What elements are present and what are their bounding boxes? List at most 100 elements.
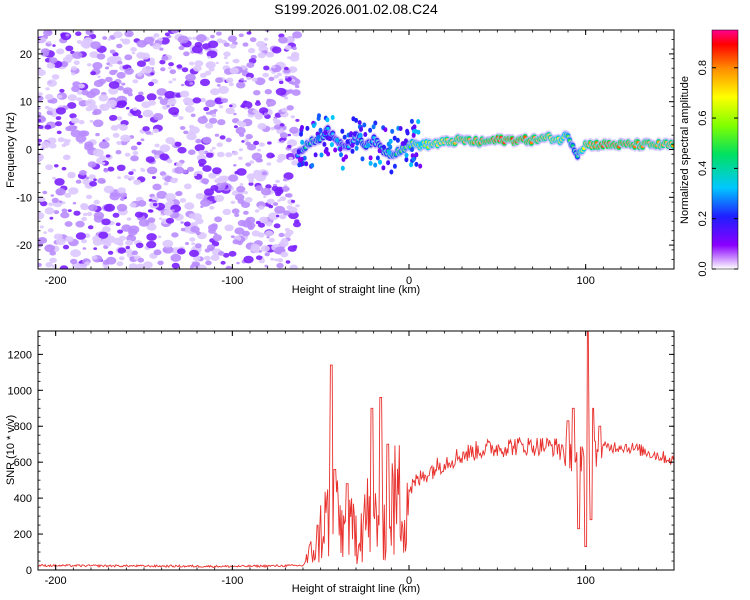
spectrogram-cell bbox=[168, 62, 175, 67]
spectrogram-cell bbox=[245, 162, 252, 167]
spectrogram-cell bbox=[327, 135, 331, 141]
spectrogram-cell bbox=[325, 117, 330, 123]
spectrogram-cell bbox=[210, 254, 220, 261]
spectrogram-cell bbox=[88, 204, 98, 212]
spectrogram-cell bbox=[195, 193, 205, 200]
spectrogram-cell bbox=[121, 38, 131, 45]
spectrogram-cell bbox=[311, 123, 316, 129]
spectrogram-cell bbox=[261, 171, 268, 176]
spectrogram-cell bbox=[44, 244, 56, 253]
spectrogram-cell bbox=[174, 141, 182, 147]
spectrogram-cell bbox=[195, 138, 202, 144]
spectrogram-cell bbox=[246, 173, 256, 180]
spectrogram-cell bbox=[235, 126, 246, 135]
spectrogram-cell bbox=[207, 56, 211, 59]
spectrogram-cell bbox=[243, 191, 248, 195]
spectrogram-cell bbox=[278, 232, 285, 238]
spectrogram-cell bbox=[89, 88, 101, 96]
spectrogram-cell bbox=[146, 233, 157, 241]
spectrogram-cell bbox=[241, 230, 250, 237]
spectrogram-cell bbox=[205, 99, 216, 108]
spectrogram-cell bbox=[161, 55, 169, 61]
spectrogram-cell bbox=[246, 76, 252, 81]
spectrogram-cell bbox=[75, 232, 86, 240]
spectrogram-cell bbox=[283, 210, 291, 216]
spectrogram-cell bbox=[223, 252, 230, 258]
spectrogram-cell bbox=[359, 126, 363, 132]
spectrogram-cell bbox=[266, 98, 272, 103]
spectrogram-cell bbox=[54, 164, 59, 168]
y-tick-label: 400 bbox=[14, 493, 32, 505]
spectrogram-cell bbox=[64, 192, 72, 198]
spectrogram-cell bbox=[268, 237, 275, 243]
spectrogram-cell bbox=[236, 168, 247, 176]
spectrogram-cell bbox=[382, 144, 386, 150]
spectrogram-cell bbox=[299, 131, 303, 137]
colorbar-label: Normalized spectral amplitude bbox=[679, 76, 691, 224]
spectrogram-cell bbox=[81, 238, 87, 244]
spectrogram-cell bbox=[227, 35, 237, 42]
spectrogram-cell bbox=[170, 177, 178, 184]
spectrogram-x-axis: -200 -100 0 100 bbox=[37, 30, 675, 287]
spectrogram-cell bbox=[73, 60, 80, 65]
spectrogram-cell bbox=[411, 156, 416, 162]
spectrogram-cell bbox=[82, 179, 90, 185]
spectrogram-cell bbox=[78, 130, 88, 137]
spectrogram-cell bbox=[65, 33, 70, 37]
spectrogram-cell bbox=[163, 181, 169, 186]
spectrogram-cell bbox=[163, 209, 173, 216]
spectrogram-cell bbox=[287, 144, 292, 149]
spectrogram-cell bbox=[286, 105, 294, 111]
spectrogram-cell bbox=[252, 109, 258, 114]
spectrogram-cell bbox=[323, 130, 328, 136]
spectrogram-cell bbox=[65, 236, 74, 243]
spectrogram-cell bbox=[115, 222, 121, 227]
spectrogram-cell bbox=[289, 126, 299, 134]
spectrogram-cell bbox=[38, 237, 48, 244]
x-tick-label: -200 bbox=[45, 575, 67, 587]
spectrogram-cell bbox=[159, 47, 164, 51]
spectrogram-cell bbox=[153, 154, 160, 159]
spectrogram-cell bbox=[117, 176, 121, 180]
spectrogram-cell bbox=[236, 185, 246, 193]
spectrogram-cell bbox=[85, 99, 96, 107]
spectrogram-cell bbox=[225, 107, 235, 115]
spectrogram-cell bbox=[175, 162, 183, 168]
spectrogram-cell bbox=[292, 46, 297, 51]
spectrogram-cell bbox=[80, 203, 89, 209]
spectrogram-cell bbox=[113, 69, 118, 73]
spectrogram-cell bbox=[274, 205, 286, 214]
spectrogram-cell bbox=[189, 249, 199, 257]
spectrogram-cell bbox=[185, 73, 196, 82]
spectrogram-cell bbox=[55, 107, 66, 115]
spectrogram-cell bbox=[217, 119, 226, 126]
spectrogram-cell bbox=[89, 181, 97, 187]
spectrogram-cell bbox=[387, 150, 392, 155]
spectrogram-cell bbox=[180, 221, 184, 224]
spectrogram-cell bbox=[233, 112, 237, 116]
spectrogram-cell bbox=[257, 52, 266, 59]
spectrogram-cell bbox=[146, 93, 157, 101]
spectrogram-cell bbox=[287, 133, 292, 137]
spectrogram-cell bbox=[262, 72, 270, 78]
spectrogram-cell bbox=[266, 236, 270, 239]
spectrogram-cell bbox=[128, 171, 134, 176]
spectrogram-cell bbox=[98, 141, 110, 149]
spectrogram-cell bbox=[63, 138, 68, 142]
spectrogram-cell bbox=[116, 164, 126, 171]
snr-plot-area bbox=[38, 331, 674, 569]
spectrogram-cell bbox=[176, 64, 183, 69]
colorbar-tick-label: 0.2 bbox=[697, 211, 709, 226]
spectrogram-cell bbox=[210, 88, 220, 96]
spectrogram-cell bbox=[57, 137, 65, 143]
spectrogram-cell bbox=[295, 118, 300, 122]
spectrogram-cell bbox=[275, 87, 287, 96]
spectrogram-cell bbox=[41, 141, 51, 149]
spectrogram-cell bbox=[418, 163, 423, 169]
spectrogram-cell bbox=[373, 162, 378, 168]
spectrogram-cell bbox=[152, 183, 162, 191]
spectrogram-cell bbox=[270, 257, 275, 261]
spectrogram-cell bbox=[71, 117, 80, 124]
spectrogram-cell bbox=[249, 37, 257, 43]
spectrogram-cell bbox=[140, 168, 146, 172]
